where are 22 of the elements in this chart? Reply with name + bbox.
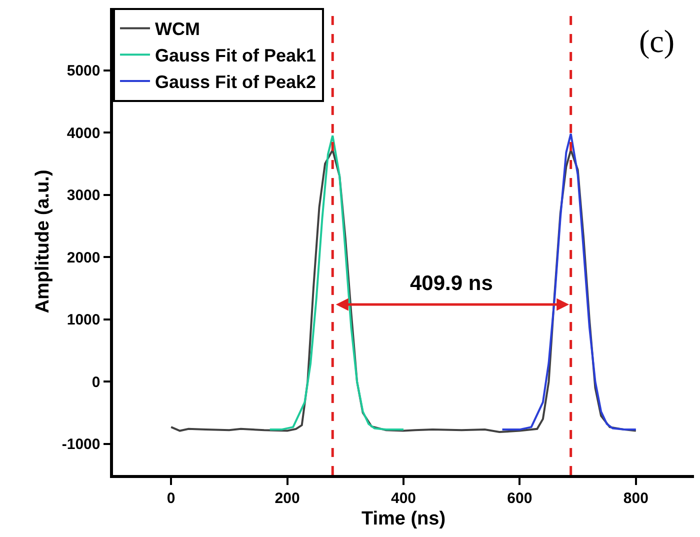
y-tick-label: 1000 (66, 312, 100, 329)
line-series (170, 148, 637, 434)
line-series (268, 134, 404, 431)
annotation: 409.9 ns (410, 272, 493, 295)
x-tick-label: 800 (623, 490, 648, 507)
y-tick-label: 0 (92, 374, 100, 391)
x-tick-label: 600 (507, 490, 532, 507)
line-series (501, 132, 637, 431)
legend-label: Gauss Fit of Peak1 (155, 46, 316, 66)
y-tick-label: 4000 (66, 124, 100, 142)
legend-label: WCM (155, 19, 200, 40)
annotation: (c) (639, 23, 675, 59)
x-tick-label: 0 (166, 490, 176, 507)
y-tick-label: -1000 (62, 436, 100, 454)
y-axis-title: Amplitude (a.u.) (32, 170, 54, 314)
x-tick-label: 400 (390, 490, 416, 507)
legend-label: Gauss Fit of Peak2 (155, 72, 316, 92)
y-tick-label: 5000 (66, 62, 100, 80)
y-tick-label: 3000 (66, 187, 100, 204)
x-tick-label: 200 (274, 490, 300, 507)
y-tick-label: 2000 (66, 249, 100, 266)
x-axis-title: Time (ns) (361, 508, 446, 530)
